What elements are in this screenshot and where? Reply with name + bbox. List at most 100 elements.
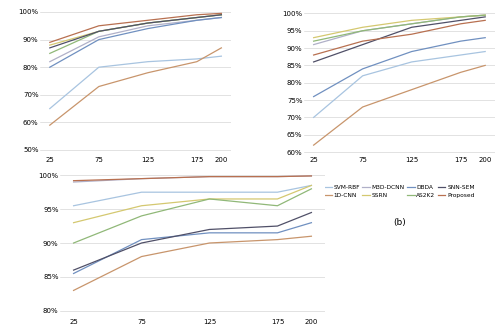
DBDA xyxy=(145,27,151,30)
AS2K2 xyxy=(458,15,464,19)
Line: SSRN: SSRN xyxy=(314,15,485,38)
M3D-DCNN xyxy=(310,43,316,47)
SNN-SEM xyxy=(308,211,314,214)
Legend: SVM-RBF, 1D-CNN, M3D-DCNN, SSRN, DBDA, AS2K2, SNN-SEM, Proposed: SVM-RBF, 1D-CNN, M3D-DCNN, SSRN, DBDA, A… xyxy=(80,185,192,206)
1D-CNN xyxy=(138,255,144,259)
Proposed xyxy=(360,39,366,43)
SVM-RBF xyxy=(408,60,414,64)
SSRN xyxy=(47,43,53,47)
AS2K2 xyxy=(274,204,280,208)
Proposed xyxy=(458,22,464,26)
SSRN xyxy=(96,29,102,33)
SSRN xyxy=(218,13,224,17)
SNN-SEM xyxy=(218,13,224,17)
SVM-RBF xyxy=(360,74,366,78)
AS2K2 xyxy=(310,39,316,43)
SNN-SEM xyxy=(47,46,53,50)
SNN-SEM xyxy=(360,43,366,47)
DBDA xyxy=(408,50,414,53)
1D-CNN xyxy=(194,60,200,64)
SVM-RBF xyxy=(458,53,464,57)
Legend: SVM-RBF, 1D-CNN, M3D-DCNN, SSRN, DBDA, AS2K2, SNN-SEM, Proposed: SVM-RBF, 1D-CNN, M3D-DCNN, SSRN, DBDA, A… xyxy=(324,185,474,198)
1D-CNN xyxy=(96,85,102,88)
DBDA xyxy=(308,221,314,225)
1D-CNN xyxy=(70,288,76,292)
SVM-RBF xyxy=(138,190,144,194)
Line: 1D-CNN: 1D-CNN xyxy=(74,236,312,290)
AS2K2 xyxy=(96,29,102,33)
Line: AS2K2: AS2K2 xyxy=(50,15,222,53)
Proposed xyxy=(482,18,488,22)
Proposed xyxy=(310,53,316,57)
AS2K2 xyxy=(145,21,151,25)
Line: SSRN: SSRN xyxy=(50,15,222,45)
SNN-SEM xyxy=(458,18,464,22)
1D-CNN xyxy=(360,105,366,109)
AS2K2 xyxy=(70,241,76,245)
Text: (b): (b) xyxy=(393,218,406,227)
Line: SNN-SEM: SNN-SEM xyxy=(314,17,485,62)
Line: DBDA: DBDA xyxy=(314,38,485,97)
Line: AS2K2: AS2K2 xyxy=(314,15,485,41)
M3D-DCNN xyxy=(145,24,151,28)
Line: DBDA: DBDA xyxy=(50,17,222,67)
SVM-RBF xyxy=(482,50,488,53)
Line: M3D-DCNN: M3D-DCNN xyxy=(50,17,222,62)
DBDA xyxy=(194,18,200,22)
Proposed xyxy=(47,40,53,44)
1D-CNN xyxy=(145,71,151,75)
SVM-RBF xyxy=(145,60,151,64)
Line: DBDA: DBDA xyxy=(74,223,312,273)
Line: SVM-RBF: SVM-RBF xyxy=(314,52,485,117)
SVM-RBF xyxy=(274,190,280,194)
M3D-DCNN xyxy=(218,16,224,19)
SSRN xyxy=(70,221,76,225)
DBDA xyxy=(310,95,316,98)
SSRN xyxy=(458,15,464,19)
Proposed xyxy=(308,174,314,178)
Line: 1D-CNN: 1D-CNN xyxy=(314,65,485,145)
Proposed xyxy=(218,11,224,15)
SNN-SEM xyxy=(408,25,414,29)
M3D-DCNN xyxy=(274,175,280,179)
Proposed xyxy=(70,179,76,183)
SNN-SEM xyxy=(138,241,144,245)
SSRN xyxy=(408,18,414,22)
Line: SNN-SEM: SNN-SEM xyxy=(74,213,312,270)
DBDA xyxy=(206,231,212,235)
AS2K2 xyxy=(47,52,53,55)
Proposed xyxy=(408,32,414,36)
Line: SVM-RBF: SVM-RBF xyxy=(74,185,312,206)
Line: M3D-DCNN: M3D-DCNN xyxy=(74,176,312,182)
SSRN xyxy=(206,197,212,201)
SSRN xyxy=(482,13,488,17)
DBDA xyxy=(70,272,76,275)
Proposed xyxy=(145,18,151,22)
Text: (a): (a) xyxy=(130,218,142,227)
SSRN xyxy=(360,25,366,29)
AS2K2 xyxy=(308,187,314,191)
M3D-DCNN xyxy=(408,22,414,26)
SSRN xyxy=(138,204,144,208)
SNN-SEM xyxy=(274,224,280,228)
SNN-SEM xyxy=(145,21,151,25)
M3D-DCNN xyxy=(96,35,102,39)
SVM-RBF xyxy=(96,65,102,69)
SNN-SEM xyxy=(70,268,76,272)
Proposed xyxy=(96,24,102,28)
SSRN xyxy=(274,197,280,201)
SNN-SEM xyxy=(310,60,316,64)
SVM-RBF xyxy=(206,190,212,194)
SVM-RBF xyxy=(310,115,316,119)
Line: SSRN: SSRN xyxy=(74,185,312,223)
Proposed xyxy=(194,13,200,17)
SSRN xyxy=(145,21,151,25)
SSRN xyxy=(194,16,200,19)
M3D-DCNN xyxy=(206,175,212,179)
SVM-RBF xyxy=(47,107,53,110)
Line: M3D-DCNN: M3D-DCNN xyxy=(314,15,485,45)
Line: SVM-RBF: SVM-RBF xyxy=(50,56,222,109)
AS2K2 xyxy=(138,214,144,218)
DBDA xyxy=(482,36,488,40)
Line: Proposed: Proposed xyxy=(314,20,485,55)
